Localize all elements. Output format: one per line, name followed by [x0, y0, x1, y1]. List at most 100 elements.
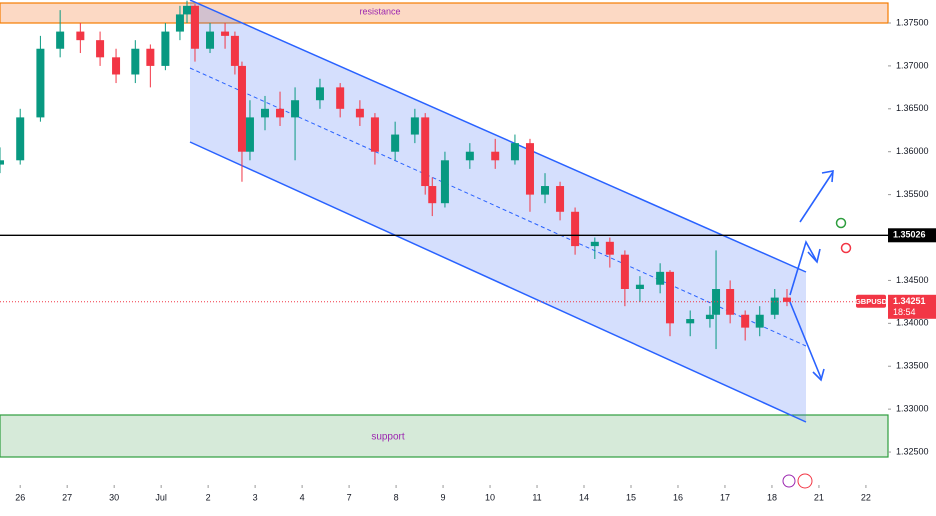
candle-body	[755, 314, 764, 328]
candle-body	[525, 143, 534, 195]
level-tag	[888, 228, 936, 243]
x-tick-label: 22	[861, 492, 871, 502]
y-tick-label: 1.34500	[896, 275, 929, 285]
x-tick-label: 3	[253, 492, 258, 502]
support-zone	[0, 414, 889, 458]
candle-body	[56, 31, 65, 49]
candle-body	[190, 5, 199, 49]
countdown-label: 18:54	[893, 307, 916, 317]
x-tick-label: 7	[347, 492, 352, 502]
y-tick-label: 1.32500	[896, 446, 929, 456]
candle-body	[76, 31, 85, 41]
arrow-path	[789, 239, 817, 296]
candle-body	[16, 117, 25, 161]
signal-up	[835, 217, 847, 229]
candle-body	[590, 241, 599, 247]
support-label: support	[371, 432, 405, 443]
price-label: 1.34251	[893, 296, 926, 306]
level-label: 1.35026	[893, 230, 926, 240]
candle-body	[276, 108, 285, 118]
candle-body	[36, 48, 45, 118]
y-tick-label: 1.33500	[896, 361, 929, 371]
x-tick-label: 30	[109, 492, 119, 502]
x-tick-label: 27	[62, 492, 72, 502]
candle-body	[541, 186, 550, 195]
x-tick-label: 15	[626, 492, 636, 502]
candle-body	[741, 314, 750, 328]
price-tag	[888, 294, 936, 319]
x-tick-label: 9	[441, 492, 446, 502]
resistance-zone	[0, 2, 889, 24]
x-tick-label: 11	[532, 492, 541, 502]
candle-body	[175, 14, 184, 32]
candle-body	[635, 284, 644, 290]
candle-body	[182, 5, 191, 15]
resistance-label: resistance	[359, 6, 400, 16]
candle-body	[96, 40, 105, 58]
candle-body	[705, 314, 714, 320]
candle-body	[656, 271, 665, 285]
candle-body	[428, 186, 437, 204]
footer-icons	[782, 473, 813, 489]
signal-down	[840, 242, 852, 254]
y-tick-label: 1.34000	[896, 318, 929, 328]
candle-body	[336, 87, 345, 109]
candle-body	[665, 271, 674, 324]
arrow-head	[821, 170, 834, 183]
candle-body	[556, 186, 565, 212]
x-tick-label: 4	[300, 492, 305, 502]
y-tick-label: 1.37500	[896, 17, 929, 27]
candle-body	[370, 117, 379, 152]
arrow-path	[789, 301, 822, 379]
candle-body	[620, 254, 629, 290]
y-tick-label: 1.35500	[896, 189, 929, 199]
candle-body	[221, 31, 230, 36]
icon	[797, 473, 813, 489]
candle-body	[510, 143, 519, 161]
channel-bottom	[189, 141, 807, 423]
symbol-tag	[856, 294, 886, 308]
candle-body	[291, 100, 300, 118]
y-tick-label: 1.36000	[896, 146, 929, 156]
x-tick-label: 26	[15, 492, 25, 502]
x-tick-label: Jul	[155, 492, 167, 502]
candle-body	[605, 241, 614, 255]
x-tick-label: 17	[720, 492, 730, 502]
x-tick-label: 16	[673, 492, 683, 502]
candle-body	[245, 117, 254, 152]
x-tick-label: 2	[206, 492, 211, 502]
candle-body	[421, 117, 430, 187]
candle-body	[0, 160, 4, 165]
arrows	[789, 170, 834, 382]
candle-body	[726, 289, 735, 315]
candle-body	[391, 134, 400, 152]
y-tick-label: 1.37000	[896, 60, 929, 70]
candle-body	[230, 35, 239, 66]
candle-body	[131, 48, 140, 75]
x-tick-label: 14	[579, 492, 589, 502]
candle-body	[260, 108, 269, 118]
candle-body	[465, 151, 474, 161]
y-tick-label: 1.33000	[896, 404, 929, 414]
x-tick-label: 10	[485, 492, 495, 502]
candle-body	[237, 65, 246, 152]
icon	[782, 474, 796, 488]
candle-body	[686, 319, 695, 324]
candle-body	[440, 160, 449, 204]
x-tick-label: 18	[767, 492, 777, 502]
candles	[0, 0, 791, 350]
candle-body	[410, 117, 419, 135]
arrow-head	[807, 248, 821, 264]
candle-body	[315, 87, 324, 101]
candle-body	[782, 297, 791, 302]
arrow-path	[799, 171, 834, 223]
arrow-head	[812, 368, 825, 382]
candle-body	[770, 297, 779, 315]
symbol-label: GBPUSD	[855, 297, 888, 306]
channel-top	[189, 0, 807, 273]
candle-body	[146, 48, 155, 66]
candle-body	[571, 211, 580, 247]
y-tick-label: 1.36500	[896, 103, 929, 113]
x-tick-label: 21	[814, 492, 824, 502]
